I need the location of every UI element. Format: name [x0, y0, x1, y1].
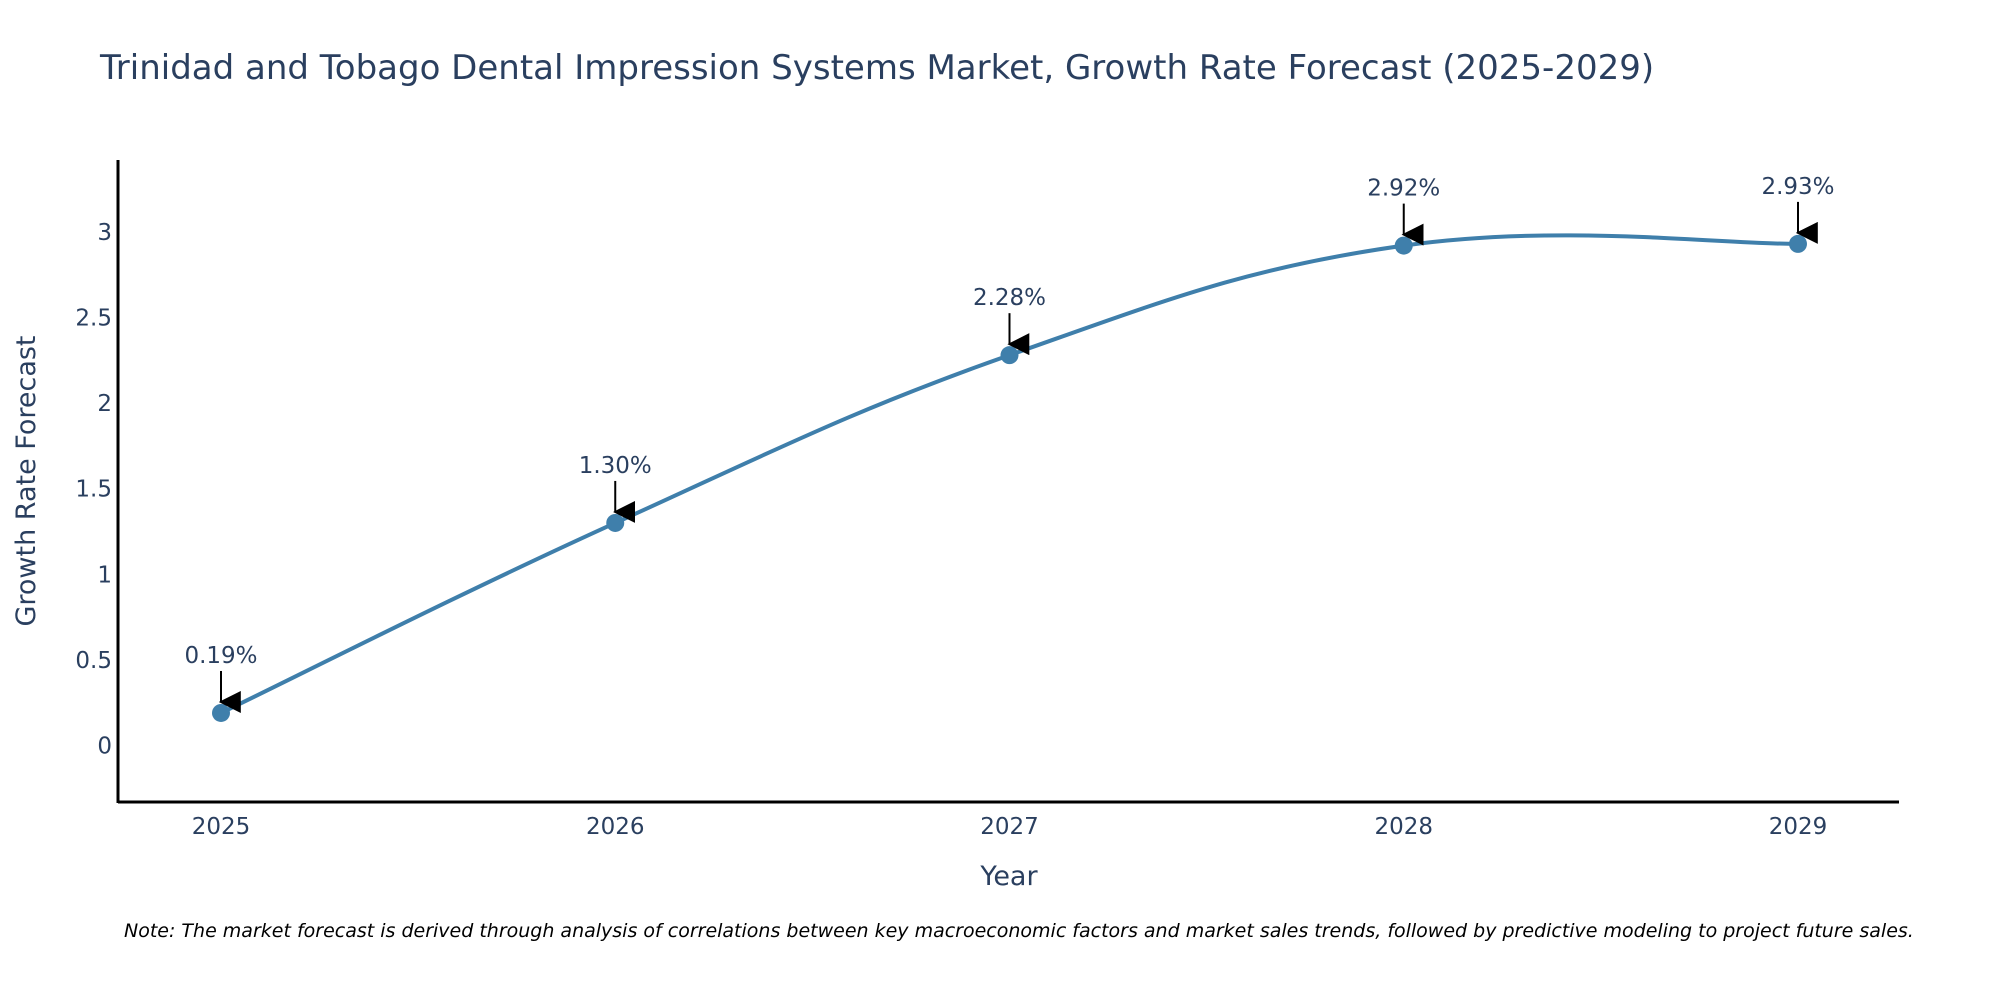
chart-title: Trinidad and Tobago Dental Impression Sy…	[99, 48, 1654, 88]
y-tick-label: 2	[97, 391, 112, 417]
x-tick-label: 2028	[1374, 814, 1433, 840]
y-axis-title: Growth Rate Forecast	[11, 335, 42, 626]
chart-note: Note: The market forecast is derived thr…	[124, 920, 1914, 942]
data-label: 2.92%	[1367, 176, 1440, 202]
data-point	[212, 703, 230, 722]
data-label: 2.93%	[1761, 174, 1834, 200]
data-point	[1394, 236, 1413, 255]
y-tick-label: 1	[97, 562, 112, 588]
x-tick-label: 2025	[192, 814, 251, 840]
data-label: 1.30%	[579, 453, 652, 479]
data-point	[1789, 234, 1807, 253]
y-tick-labels: 0 0.5 1 1.5 2 2.5 3	[75, 220, 112, 760]
data-label: 0.19%	[184, 643, 257, 669]
y-tick-label: 0.5	[75, 648, 112, 674]
x-tick-labels: 2025 2026 2027 2028 2029	[192, 814, 1828, 840]
data-label: 2.28%	[973, 285, 1046, 311]
x-tick-label: 2029	[1769, 814, 1828, 840]
data-annotations: 0.19% 1.30% 2.28% 2.92% 2.93%	[184, 174, 1835, 713]
x-axis-title: Year	[979, 861, 1038, 892]
x-tick-label: 2027	[980, 814, 1039, 840]
y-tick-label: 1.5	[75, 477, 112, 503]
data-point	[606, 513, 625, 532]
data-point	[1000, 346, 1019, 365]
y-tick-label: 3	[97, 220, 112, 246]
y-tick-label: 2.5	[75, 306, 112, 332]
y-tick-label: 0	[97, 734, 112, 760]
x-tick-label: 2026	[586, 814, 645, 840]
